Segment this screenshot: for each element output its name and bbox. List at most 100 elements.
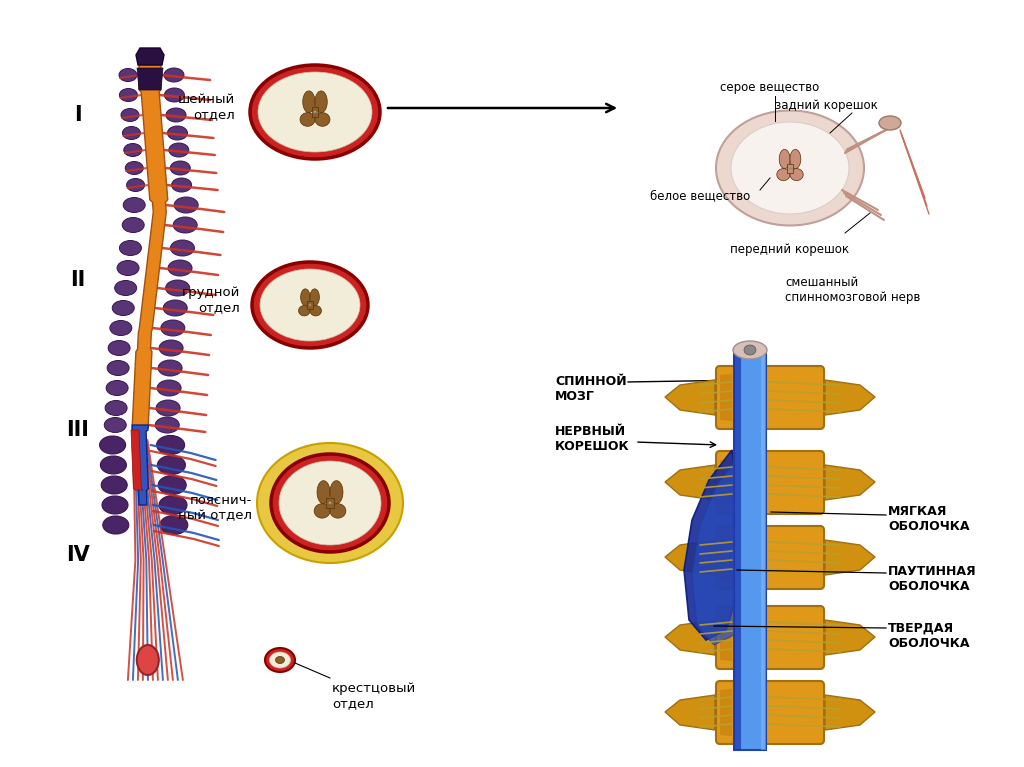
Polygon shape	[317, 481, 330, 504]
Ellipse shape	[260, 269, 360, 341]
FancyBboxPatch shape	[716, 526, 824, 589]
Ellipse shape	[123, 127, 140, 140]
Polygon shape	[310, 305, 322, 316]
Ellipse shape	[159, 340, 183, 356]
Polygon shape	[327, 498, 334, 509]
Ellipse shape	[104, 417, 126, 433]
Ellipse shape	[100, 456, 126, 474]
Ellipse shape	[158, 456, 185, 475]
Polygon shape	[300, 113, 315, 127]
Ellipse shape	[166, 280, 189, 296]
Text: передний корешок: передний корешок	[730, 243, 849, 256]
Bar	[761, 350, 766, 750]
Polygon shape	[720, 689, 732, 736]
Ellipse shape	[790, 167, 791, 169]
Ellipse shape	[120, 88, 137, 101]
Ellipse shape	[106, 380, 128, 396]
Ellipse shape	[110, 321, 132, 335]
Ellipse shape	[157, 380, 181, 396]
Ellipse shape	[166, 108, 186, 122]
Ellipse shape	[279, 461, 381, 545]
Ellipse shape	[160, 515, 187, 535]
Ellipse shape	[158, 360, 182, 376]
Ellipse shape	[99, 436, 126, 454]
Text: шейный
отдел: шейный отдел	[178, 93, 234, 121]
Ellipse shape	[102, 516, 129, 534]
Ellipse shape	[744, 345, 756, 355]
Polygon shape	[790, 169, 803, 180]
Ellipse shape	[265, 648, 295, 672]
FancyBboxPatch shape	[716, 366, 824, 429]
Polygon shape	[315, 91, 328, 113]
Text: НЕРВНЫЙ
КОРЕШОК: НЕРВНЫЙ КОРЕШОК	[555, 425, 630, 453]
Ellipse shape	[733, 341, 767, 359]
Ellipse shape	[275, 657, 285, 663]
Ellipse shape	[269, 652, 291, 668]
Bar	[734, 350, 766, 750]
Ellipse shape	[170, 161, 190, 175]
FancyBboxPatch shape	[716, 606, 824, 669]
Ellipse shape	[137, 645, 159, 675]
Ellipse shape	[125, 162, 143, 175]
Ellipse shape	[122, 218, 144, 232]
Text: крестцовый
отдел: крестцовый отдел	[332, 682, 416, 710]
Ellipse shape	[172, 178, 191, 192]
Text: III: III	[67, 420, 89, 440]
Text: I: I	[74, 105, 82, 125]
Polygon shape	[777, 169, 790, 180]
Polygon shape	[314, 504, 330, 518]
Polygon shape	[825, 380, 874, 415]
Ellipse shape	[119, 68, 137, 81]
Ellipse shape	[168, 126, 187, 140]
Polygon shape	[692, 455, 746, 645]
Polygon shape	[136, 48, 164, 65]
Ellipse shape	[158, 476, 186, 495]
Ellipse shape	[165, 88, 184, 102]
Polygon shape	[779, 150, 790, 169]
Text: грудной
отдел: грудной отдел	[181, 286, 240, 314]
Ellipse shape	[309, 304, 310, 306]
Ellipse shape	[120, 241, 141, 255]
Ellipse shape	[170, 240, 195, 256]
Polygon shape	[665, 465, 715, 500]
Polygon shape	[720, 459, 732, 506]
Text: пояснич-
ный отдел: пояснич- ный отдел	[178, 494, 252, 522]
Text: СПИННОЙ
МОЗГ: СПИННОЙ МОЗГ	[555, 375, 627, 403]
Polygon shape	[825, 465, 874, 500]
Polygon shape	[720, 534, 732, 581]
Ellipse shape	[102, 496, 128, 514]
Ellipse shape	[117, 261, 139, 275]
Polygon shape	[684, 450, 739, 640]
Ellipse shape	[252, 262, 368, 348]
Ellipse shape	[124, 143, 141, 156]
Polygon shape	[301, 289, 310, 305]
Polygon shape	[132, 65, 168, 430]
Ellipse shape	[731, 122, 849, 214]
Text: МЯГКАЯ
ОБОЛОЧКА: МЯГКАЯ ОБОЛОЧКА	[888, 505, 970, 533]
FancyBboxPatch shape	[716, 451, 824, 514]
Ellipse shape	[169, 143, 188, 157]
Text: II: II	[71, 270, 86, 290]
Polygon shape	[330, 481, 343, 504]
Ellipse shape	[127, 179, 144, 192]
Text: ПАУТИННАЯ
ОБОЛОЧКА: ПАУТИННАЯ ОБОЛОЧКА	[888, 565, 977, 593]
Polygon shape	[665, 620, 715, 655]
Ellipse shape	[250, 65, 380, 159]
Polygon shape	[790, 150, 801, 169]
Ellipse shape	[113, 301, 134, 315]
Ellipse shape	[159, 495, 187, 515]
Ellipse shape	[163, 300, 187, 316]
Ellipse shape	[156, 400, 180, 416]
Ellipse shape	[108, 360, 129, 376]
Ellipse shape	[121, 108, 139, 121]
Polygon shape	[720, 614, 732, 661]
Ellipse shape	[314, 111, 316, 113]
Ellipse shape	[101, 476, 127, 494]
Ellipse shape	[123, 197, 145, 212]
Polygon shape	[307, 301, 312, 309]
Polygon shape	[825, 540, 874, 575]
Ellipse shape	[157, 436, 184, 455]
Text: смешанный
спинномозговой нерв: смешанный спинномозговой нерв	[785, 276, 921, 304]
Polygon shape	[825, 620, 874, 655]
Text: IV: IV	[67, 545, 90, 565]
